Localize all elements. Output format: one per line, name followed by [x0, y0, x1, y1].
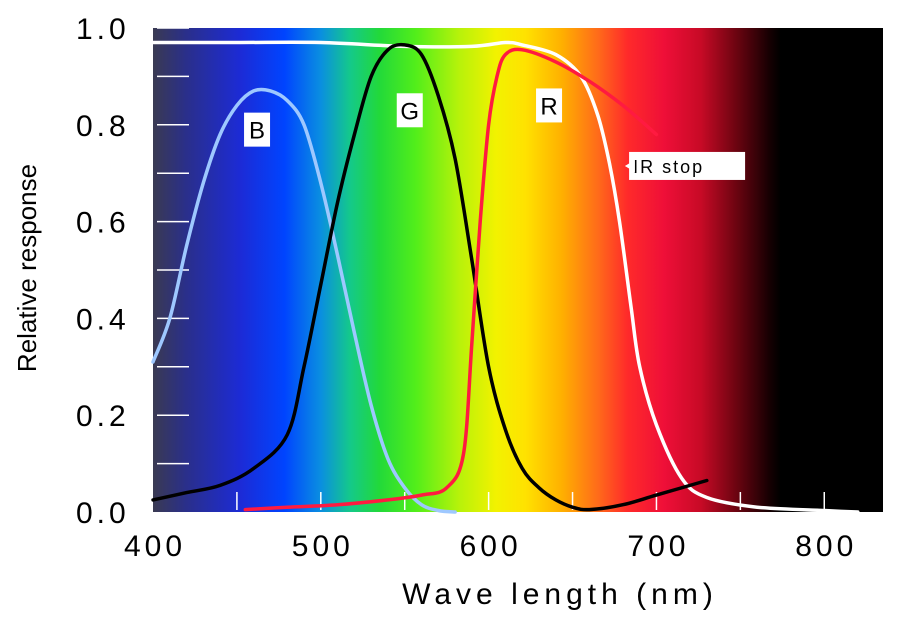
y-axis-title: Relative response: [12, 164, 42, 372]
annotation-label: IR stop: [633, 157, 704, 177]
y-tick-label: 1.0: [76, 13, 130, 46]
x-axis-title: Wave length (nm): [402, 578, 718, 611]
spectrum-background: [153, 28, 883, 512]
y-axis-ticks: [157, 27, 189, 465]
series-line-r: [243, 47, 659, 512]
annotation-label: B: [249, 118, 265, 145]
y-tick-label: 0.4: [76, 303, 130, 336]
response-curves: [151, 40, 860, 514]
y-tick-label: 0.0: [76, 497, 130, 530]
y-tick-label: 0.8: [76, 110, 130, 143]
y-tick-label: 0.2: [76, 400, 130, 433]
y-tick-label: 0.6: [76, 207, 130, 240]
annotation-box: [244, 112, 271, 147]
annotation-box: [396, 93, 423, 128]
annotation-box: [536, 88, 563, 123]
x-axis-tick-labels: 400 500 600 700 800: [124, 530, 857, 563]
curve-annotations: B G R IR stop: [244, 88, 746, 180]
series-line-b: [151, 87, 457, 514]
series-line-g: [151, 42, 709, 512]
x-axis-ticks: [236, 492, 826, 510]
annotation-box: [629, 151, 746, 180]
x-tick-label: 500: [292, 530, 354, 563]
y-axis-tick-labels: 0.0 0.2 0.4 0.6 0.8 1.0: [76, 13, 130, 530]
x-tick-label: 700: [627, 530, 689, 563]
x-tick-label: 600: [460, 530, 522, 563]
x-tick-label: 800: [795, 530, 857, 563]
x-tick-label: 400: [124, 530, 186, 563]
annotation-label: G: [400, 98, 419, 125]
annotation-label: R: [540, 93, 557, 120]
annotation-arrow-head: [624, 159, 635, 172]
